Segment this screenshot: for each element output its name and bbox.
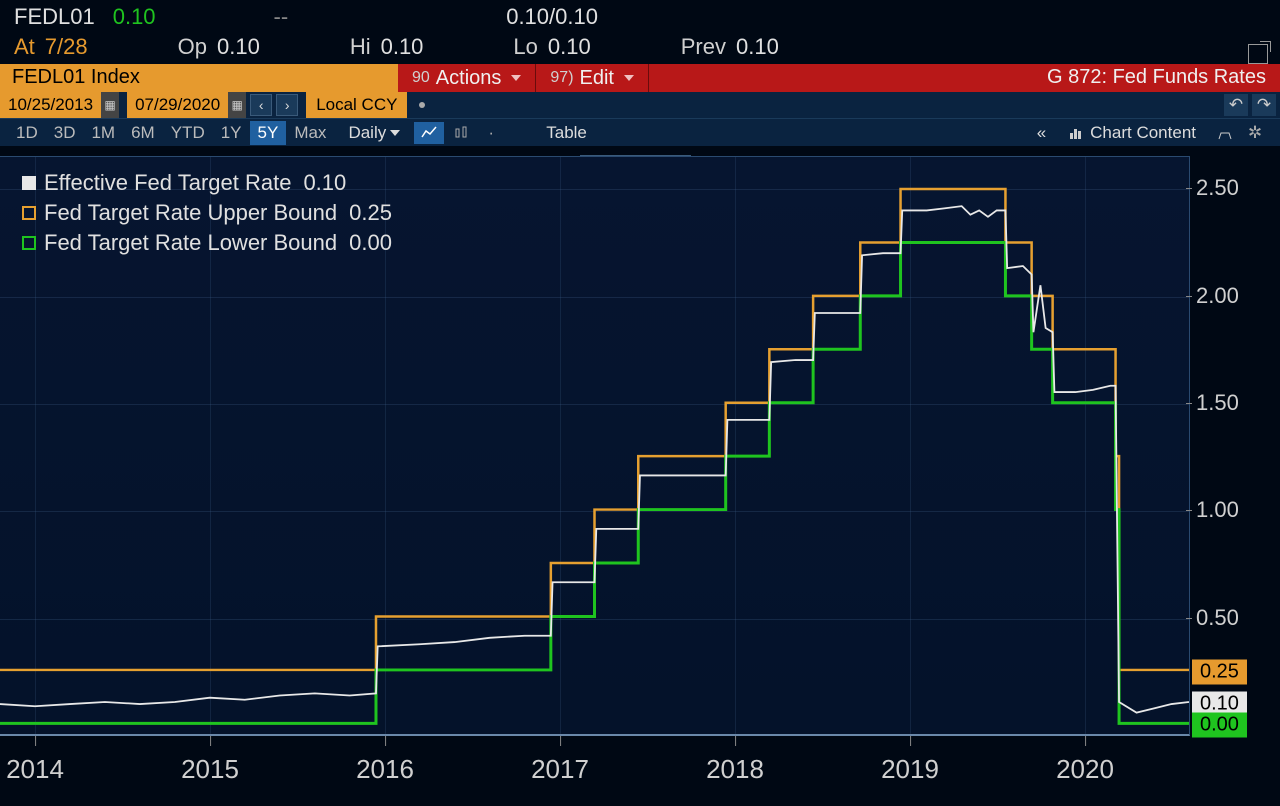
index-tab[interactable]: FEDL01 Index bbox=[0, 64, 398, 92]
redo-button[interactable]: ↷ bbox=[1252, 94, 1276, 116]
ticker-change: -- bbox=[274, 4, 289, 30]
legend-item[interactable]: Fed Target Rate Lower Bound 0.00 bbox=[22, 230, 392, 256]
legend-swatch bbox=[22, 176, 36, 190]
range-ytd-button[interactable]: YTD bbox=[163, 121, 213, 145]
x-axis: 2014 2015 2016 2017 2018 2019 2020 bbox=[0, 736, 1190, 796]
op-label: Op bbox=[178, 34, 207, 60]
chart-toolbar: 1D3D1M6MYTD1Y5YMaxDaily · Table «Chart Cont… bbox=[0, 118, 1280, 146]
frequency-select[interactable]: Daily bbox=[340, 121, 408, 145]
y-axis: 0.501.001.502.002.500.250.100.00 bbox=[1190, 156, 1280, 736]
chart-content-button[interactable]: Chart Content bbox=[1056, 121, 1208, 145]
chevron-down-icon bbox=[511, 75, 521, 81]
x-tick-label: 2015 bbox=[181, 754, 239, 785]
action-bar: FEDL01 Index 90 Actions 97) Edit G 872: … bbox=[0, 64, 1280, 92]
ohlc-row: At 7/28 Op 0.10 Hi 0.10 Lo 0.10 Prev 0.1… bbox=[0, 32, 1280, 64]
legend-value: 0.00 bbox=[349, 230, 392, 256]
legend-label: Fed Target Rate Lower Bound bbox=[44, 230, 337, 256]
options-dot-icon[interactable] bbox=[413, 96, 431, 114]
collapse-icon[interactable]: « bbox=[1025, 121, 1056, 145]
y-tick-label: 2.50 bbox=[1196, 175, 1239, 201]
chevron-down-icon bbox=[624, 75, 634, 81]
y-axis-marker: 0.00 bbox=[1192, 713, 1247, 738]
edit-menu[interactable]: 97) Edit bbox=[536, 64, 649, 92]
effective-rate-line bbox=[0, 206, 1189, 712]
x-tick-label: 2014 bbox=[6, 754, 64, 785]
calendar-icon[interactable]: ▦ bbox=[228, 92, 246, 118]
lo-value: 0.10 bbox=[548, 34, 591, 60]
chart-options-icon[interactable]: · bbox=[478, 122, 504, 144]
range-max-button[interactable]: Max bbox=[286, 121, 334, 145]
ticker-row: FEDL01 0.10 -- 0.10/0.10 bbox=[0, 0, 1280, 32]
chart-type-candle-icon[interactable] bbox=[448, 122, 474, 144]
edit-chart-icon[interactable] bbox=[1212, 122, 1238, 144]
undo-button[interactable]: ↶ bbox=[1224, 94, 1248, 116]
ticker-quote: 0.10/0.10 bbox=[506, 4, 598, 30]
end-date-input[interactable]: 07/29/2020 bbox=[127, 92, 228, 118]
range-3d-button[interactable]: 3D bbox=[46, 121, 84, 145]
range-5y-button[interactable]: 5Y bbox=[250, 121, 287, 145]
legend-item[interactable]: Effective Fed Target Rate 0.10 bbox=[22, 170, 392, 196]
op-value: 0.10 bbox=[217, 34, 260, 60]
calendar-icon[interactable]: ▦ bbox=[101, 92, 119, 118]
currency-select[interactable]: Local CCY bbox=[306, 92, 407, 118]
x-tick-label: 2020 bbox=[1056, 754, 1114, 785]
y-tick-label: 2.00 bbox=[1196, 283, 1239, 309]
prev-value: 0.10 bbox=[736, 34, 779, 60]
range-6m-button[interactable]: 6M bbox=[123, 121, 163, 145]
legend-item[interactable]: Fed Target Rate Upper Bound 0.25 bbox=[22, 200, 392, 226]
legend-swatch bbox=[22, 206, 36, 220]
x-tick-label: 2016 bbox=[356, 754, 414, 785]
hi-value: 0.10 bbox=[381, 34, 424, 60]
range-1y-button[interactable]: 1Y bbox=[213, 121, 250, 145]
ticker-last: 0.10 bbox=[113, 4, 156, 30]
hi-label: Hi bbox=[350, 34, 371, 60]
start-date-input[interactable]: 10/25/2013 bbox=[0, 92, 101, 118]
actions-menu[interactable]: 90 Actions bbox=[398, 64, 536, 92]
x-tick-label: 2017 bbox=[531, 754, 589, 785]
range-1m-button[interactable]: 1M bbox=[83, 121, 123, 145]
lower-bound-line bbox=[0, 242, 1189, 723]
legend-label: Effective Fed Target Rate bbox=[44, 170, 291, 196]
expand-icon[interactable] bbox=[1248, 44, 1268, 64]
legend-value: 0.25 bbox=[349, 200, 392, 226]
at-value: 7/28 bbox=[45, 34, 88, 60]
y-tick-label: 1.50 bbox=[1196, 390, 1239, 416]
legend-swatch bbox=[22, 236, 36, 250]
y-tick-label: 0.50 bbox=[1196, 605, 1239, 631]
lo-label: Lo bbox=[513, 34, 537, 60]
page-title: G 872: Fed Funds Rates bbox=[1033, 64, 1280, 92]
chart-type-line-icon[interactable] bbox=[414, 122, 444, 144]
next-period-button[interactable]: › bbox=[276, 94, 298, 116]
range-1d-button[interactable]: 1D bbox=[8, 121, 46, 145]
prev-label: Prev bbox=[681, 34, 726, 60]
chart-legend: Effective Fed Target Rate 0.10 Fed Target … bbox=[22, 170, 392, 260]
date-control-bar: 10/25/2013 ▦ 07/29/2020 ▦ ‹ › Local CCY … bbox=[0, 92, 1280, 118]
x-tick-label: 2018 bbox=[706, 754, 764, 785]
ticker-symbol: FEDL01 bbox=[14, 4, 95, 30]
prev-period-button[interactable]: ‹ bbox=[250, 94, 272, 116]
legend-value: 0.10 bbox=[303, 170, 346, 196]
y-axis-marker: 0.25 bbox=[1192, 659, 1247, 684]
x-tick-label: 2019 bbox=[881, 754, 939, 785]
at-label: At bbox=[14, 34, 35, 60]
gear-icon[interactable]: ✲ bbox=[1242, 122, 1268, 144]
table-view-button[interactable]: Table bbox=[534, 121, 599, 145]
legend-label: Fed Target Rate Upper Bound bbox=[44, 200, 337, 226]
y-tick-label: 1.00 bbox=[1196, 497, 1239, 523]
